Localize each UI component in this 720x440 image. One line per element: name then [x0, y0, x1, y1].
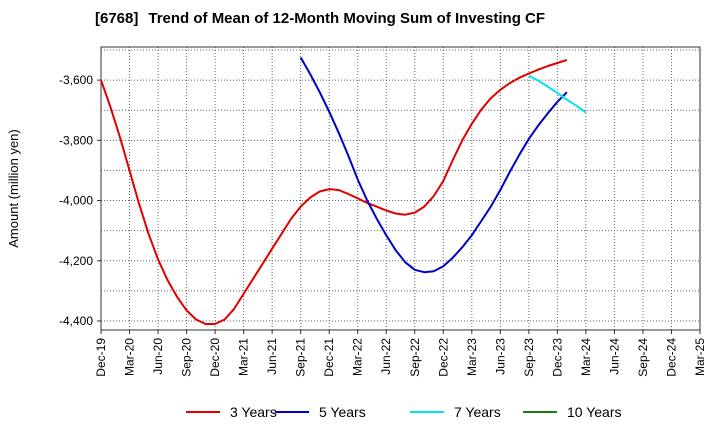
x-tick-label: Mar-25 [693, 338, 707, 376]
x-tick-label: Mar-24 [579, 338, 593, 376]
legend-item: 10 Years [523, 404, 622, 420]
legend-swatch [410, 411, 444, 413]
legend-item: 3 Years [186, 404, 277, 420]
x-tick-label: Sep-24 [636, 338, 650, 377]
legend-label: 7 Years [454, 404, 501, 420]
legend-swatch [523, 411, 557, 413]
x-tick-label: Mar-21 [237, 338, 251, 376]
y-tick-label: -4,000 [59, 194, 93, 208]
x-tick-label: Jun-22 [379, 338, 393, 375]
chart-legend: 3 Years 5 Years 7 Years 10 Years [0, 404, 720, 426]
x-tick-label: Jun-24 [607, 338, 621, 375]
series-line-5-years [299, 57, 568, 274]
legend-label: 5 Years [319, 404, 366, 420]
x-tick-label: Mar-20 [123, 338, 137, 376]
x-tick-label: Dec-20 [208, 338, 222, 377]
x-tick-label: Jun-21 [265, 338, 279, 375]
y-tick-label: -3,600 [59, 73, 93, 87]
series-line-3-years [100, 58, 568, 325]
x-tick-label: Dec-23 [550, 338, 564, 377]
x-tick-label: Mar-23 [465, 338, 479, 376]
plot-area [100, 46, 701, 331]
y-axis-label: Amount (million yen) [6, 129, 21, 248]
legend-swatch [186, 411, 220, 413]
y-tick-label: -3,800 [59, 133, 93, 147]
x-tick-label: Sep-22 [408, 338, 422, 377]
x-tick-label: Dec-19 [94, 338, 108, 377]
legend-swatch [275, 411, 309, 413]
x-tick-label: Sep-21 [294, 338, 308, 377]
x-tick-label: Mar-22 [351, 338, 365, 376]
y-tick-label: -4,200 [59, 254, 93, 268]
legend-item: 5 Years [275, 404, 366, 420]
legend-label: 3 Years [230, 404, 277, 420]
y-tick-label: -4,400 [59, 314, 93, 328]
x-tick-label: Dec-21 [322, 338, 336, 377]
legend-label: 10 Years [567, 404, 622, 420]
legend-item: 7 Years [410, 404, 501, 420]
chart-title-text: Trend of Mean of 12-Month Moving Sum of … [148, 10, 546, 27]
x-tick-label: Sep-23 [522, 338, 536, 377]
x-tick-label: Dec-24 [664, 338, 678, 377]
x-tick-label: Sep-20 [180, 338, 194, 377]
x-tick-label: Dec-22 [436, 338, 450, 377]
series-line-7-years [528, 74, 587, 114]
x-tick-label: Jun-20 [151, 338, 165, 375]
chart-title: [6768] Trend of Mean of 12-Month Moving S… [95, 10, 545, 27]
chart-title-code: [6768] [95, 10, 139, 27]
x-tick-label: Jun-23 [493, 338, 507, 375]
